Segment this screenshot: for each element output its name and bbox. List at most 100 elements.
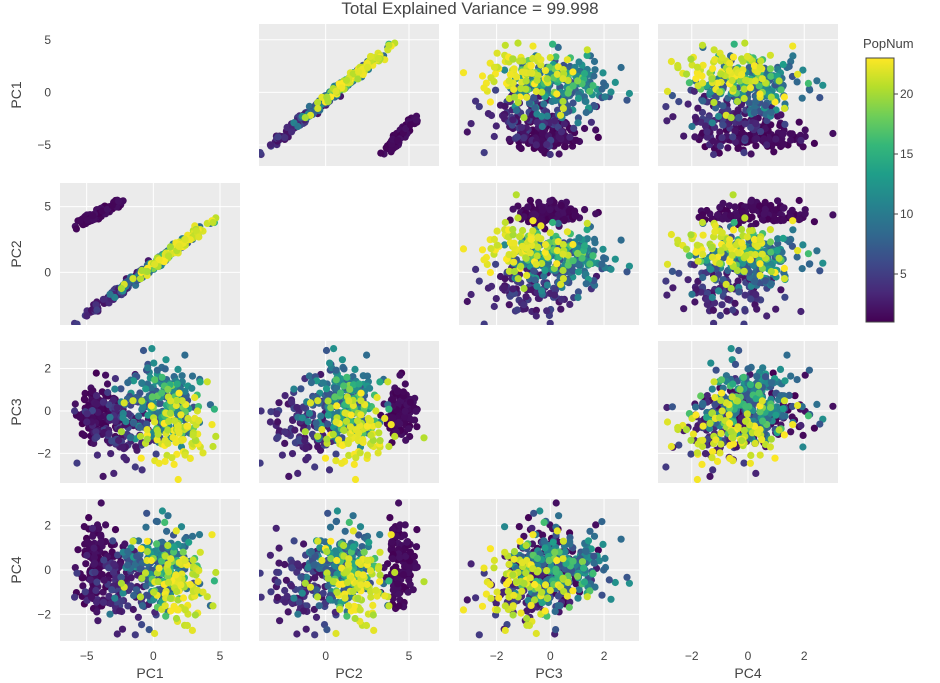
data-point bbox=[73, 459, 81, 467]
data-point bbox=[137, 454, 145, 462]
data-point bbox=[733, 97, 742, 106]
data-point bbox=[459, 245, 468, 253]
data-point bbox=[669, 284, 677, 292]
data-point bbox=[763, 215, 772, 223]
data-point bbox=[111, 375, 119, 383]
data-point bbox=[798, 94, 806, 102]
data-point bbox=[572, 136, 580, 144]
data-point bbox=[475, 277, 483, 285]
data-point bbox=[290, 385, 298, 393]
data-point bbox=[741, 120, 749, 128]
data-point bbox=[749, 261, 758, 270]
data-point bbox=[367, 431, 375, 439]
data-point bbox=[171, 417, 179, 425]
data-point bbox=[155, 256, 163, 264]
data-point bbox=[510, 93, 519, 101]
data-point bbox=[698, 72, 706, 80]
panel-pc2-vs-pc1[interactable] bbox=[257, 14, 440, 166]
data-point bbox=[607, 265, 615, 273]
data-point bbox=[804, 79, 813, 87]
data-point bbox=[467, 290, 475, 299]
data-point bbox=[541, 248, 549, 256]
data-point bbox=[740, 373, 748, 381]
data-point bbox=[530, 94, 538, 102]
data-point bbox=[492, 260, 500, 268]
data-point bbox=[583, 51, 591, 60]
data-point bbox=[566, 133, 574, 141]
data-point bbox=[774, 197, 782, 205]
data-point bbox=[500, 113, 508, 121]
data-point bbox=[574, 249, 582, 257]
panel-pc4-vs-pc3[interactable] bbox=[658, 341, 838, 483]
data-point bbox=[293, 403, 301, 412]
data-point bbox=[760, 210, 768, 218]
data-point bbox=[158, 389, 166, 397]
data-point bbox=[340, 382, 348, 390]
data-point bbox=[532, 312, 540, 320]
data-point bbox=[517, 85, 525, 93]
data-point bbox=[363, 372, 372, 380]
data-point bbox=[522, 254, 530, 262]
panel-pc3-vs-pc2[interactable] bbox=[459, 183, 639, 328]
data-point bbox=[760, 135, 768, 143]
data-point bbox=[729, 306, 737, 314]
data-point bbox=[708, 75, 716, 83]
panel-pc2-vs-pc3[interactable] bbox=[257, 341, 440, 483]
data-point bbox=[557, 280, 565, 288]
data-point bbox=[767, 248, 775, 256]
panel-pc4-vs-pc2[interactable] bbox=[658, 183, 838, 328]
points-group bbox=[71, 345, 220, 483]
data-point bbox=[667, 230, 676, 239]
data-point bbox=[589, 82, 597, 90]
data-point bbox=[413, 423, 421, 431]
data-point bbox=[514, 39, 522, 47]
data-point bbox=[168, 454, 176, 462]
panel-pc1-vs-pc2[interactable] bbox=[60, 183, 252, 328]
panel-pc3-vs-pc1[interactable] bbox=[459, 14, 639, 166]
data-point bbox=[363, 451, 372, 459]
data-point bbox=[373, 393, 381, 402]
data-point bbox=[563, 56, 572, 64]
data-point bbox=[590, 235, 599, 243]
data-point bbox=[274, 133, 282, 141]
data-point bbox=[575, 58, 583, 66]
data-point bbox=[375, 429, 383, 437]
data-point bbox=[382, 144, 390, 152]
data-point bbox=[685, 79, 694, 87]
data-point bbox=[321, 454, 330, 462]
data-point bbox=[780, 264, 789, 272]
data-point bbox=[346, 423, 354, 431]
data-point bbox=[701, 122, 710, 130]
data-point bbox=[93, 400, 101, 408]
data-point bbox=[753, 135, 761, 143]
data-point bbox=[727, 345, 735, 353]
data-point bbox=[288, 450, 297, 458]
data-point bbox=[164, 439, 172, 447]
data-point bbox=[755, 82, 763, 90]
data-point bbox=[780, 216, 788, 224]
data-point bbox=[741, 39, 749, 47]
data-point bbox=[592, 126, 600, 134]
data-point bbox=[554, 219, 562, 227]
data-point bbox=[294, 469, 302, 477]
data-point bbox=[183, 422, 191, 430]
panel-pc4-vs-pc1[interactable] bbox=[658, 14, 838, 166]
data-point bbox=[136, 275, 145, 283]
data-point bbox=[572, 212, 580, 220]
data-point bbox=[346, 385, 354, 393]
data-point bbox=[532, 87, 540, 95]
data-point bbox=[420, 434, 428, 442]
points-group bbox=[259, 39, 421, 159]
data-point bbox=[349, 401, 357, 410]
data-point bbox=[693, 63, 702, 71]
data-point bbox=[196, 378, 204, 386]
data-point bbox=[753, 242, 762, 250]
data-point bbox=[557, 295, 566, 303]
panel-pc1-vs-pc3[interactable] bbox=[60, 341, 252, 483]
data-point bbox=[132, 443, 140, 451]
data-point bbox=[543, 307, 551, 315]
data-point bbox=[510, 65, 518, 73]
data-point bbox=[829, 402, 837, 410]
data-point bbox=[519, 226, 527, 235]
data-point bbox=[747, 123, 755, 132]
